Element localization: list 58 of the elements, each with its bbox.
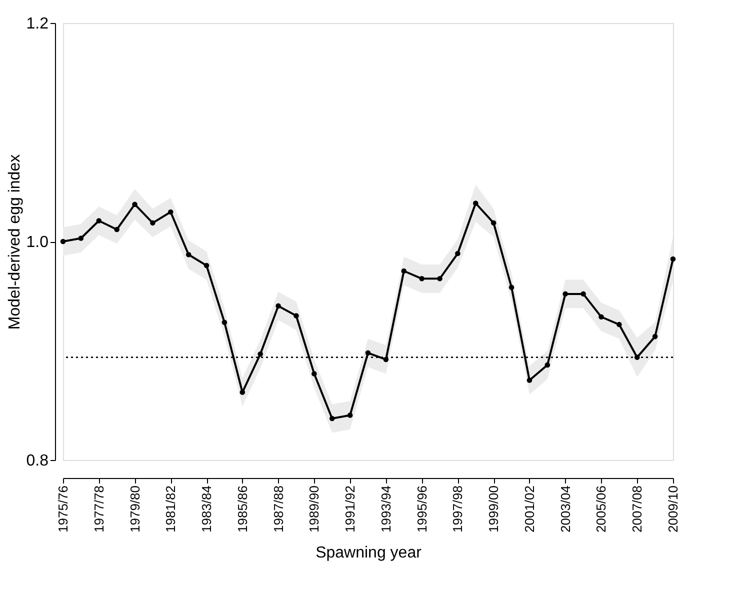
point bbox=[401, 268, 407, 274]
x-tick-label: 1989/90 bbox=[306, 486, 322, 532]
x-tick-label: 1975/76 bbox=[56, 486, 70, 532]
y-tick-label: 0.8 bbox=[26, 452, 49, 470]
point bbox=[60, 238, 66, 244]
point bbox=[383, 356, 389, 362]
point bbox=[258, 351, 263, 357]
x-tick-label: 1987/88 bbox=[270, 486, 286, 532]
x-axis-title: Spawning year bbox=[316, 544, 422, 562]
point bbox=[96, 218, 102, 224]
x-tick-label: 1993/94 bbox=[378, 486, 394, 532]
point bbox=[437, 276, 442, 282]
point bbox=[240, 390, 246, 395]
x-tick-label: 2003/04 bbox=[558, 486, 573, 532]
x-tick-label: 1979/80 bbox=[127, 486, 142, 532]
point bbox=[419, 276, 424, 282]
point bbox=[365, 350, 371, 356]
x-tick-label: 2007/08 bbox=[630, 486, 645, 532]
x-tick-label: 2001/02 bbox=[522, 486, 537, 532]
x-tick-label: 2005/06 bbox=[594, 486, 609, 532]
x-tick-label: 1983/84 bbox=[199, 486, 214, 532]
point bbox=[562, 291, 568, 297]
point bbox=[598, 314, 604, 320]
point bbox=[455, 250, 460, 256]
point bbox=[186, 252, 192, 258]
point bbox=[276, 303, 281, 309]
point bbox=[78, 236, 84, 241]
point bbox=[508, 284, 514, 290]
point bbox=[294, 313, 299, 318]
point bbox=[652, 334, 658, 340]
y-tick-label: 1.2 bbox=[26, 16, 49, 32]
point bbox=[544, 362, 550, 368]
x-tick-label: 1981/82 bbox=[163, 486, 178, 532]
x-tick-label: 1997/98 bbox=[450, 486, 466, 532]
point bbox=[312, 371, 317, 376]
point bbox=[580, 291, 586, 297]
y-axis-title: Model-derived egg index bbox=[6, 154, 24, 330]
x-tick-label: 1977/78 bbox=[91, 486, 106, 532]
point bbox=[634, 354, 640, 360]
y-tick-label: 1.0 bbox=[26, 234, 49, 251]
point bbox=[670, 256, 676, 262]
point bbox=[347, 412, 353, 418]
point bbox=[132, 202, 138, 207]
point bbox=[150, 220, 156, 226]
x-tick-label: 2009/10 bbox=[666, 486, 680, 532]
point bbox=[168, 209, 174, 215]
point bbox=[473, 200, 478, 206]
point bbox=[329, 416, 335, 422]
x-tick-label: 1985/86 bbox=[234, 486, 250, 532]
point bbox=[616, 322, 622, 328]
x-tick-label: 1999/00 bbox=[486, 486, 502, 532]
point bbox=[222, 320, 228, 325]
point bbox=[490, 220, 496, 226]
x-tick-label: 1991/92 bbox=[342, 486, 358, 532]
x-tick-label: 1995/96 bbox=[414, 486, 430, 532]
point bbox=[114, 226, 120, 232]
point bbox=[526, 378, 532, 383]
point bbox=[204, 262, 210, 268]
